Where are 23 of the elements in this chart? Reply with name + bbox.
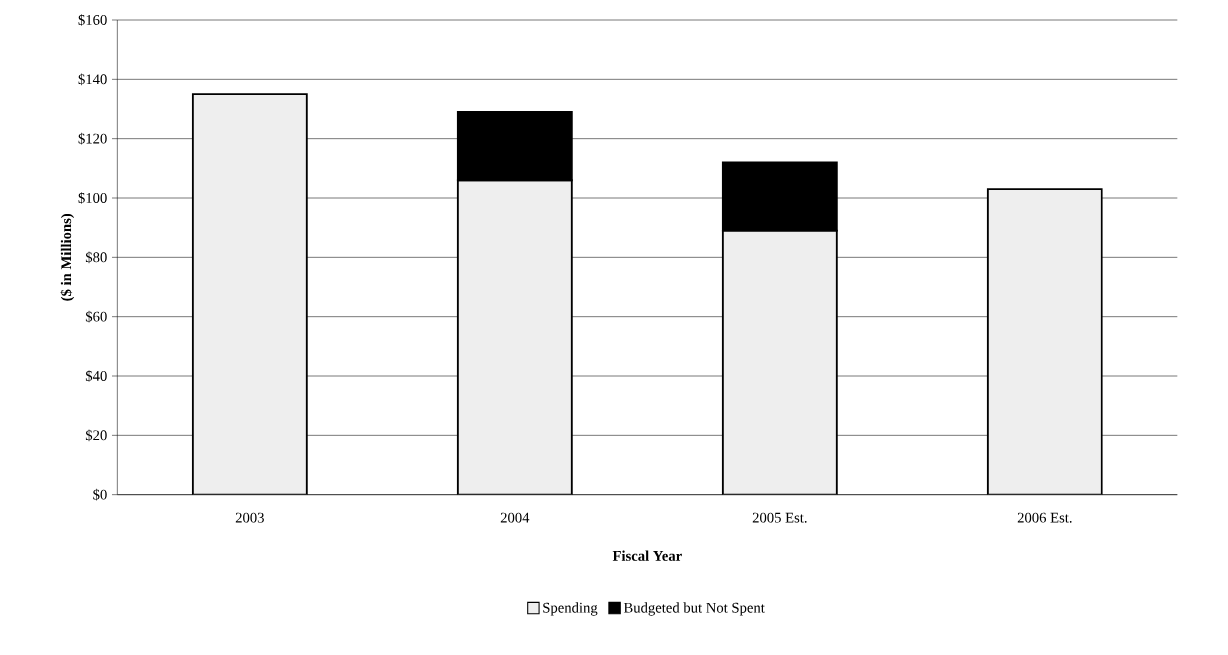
y-tick-label: $40 xyxy=(85,370,107,383)
y-tick-label: $20 xyxy=(85,429,107,442)
x-axis-title: Fiscal Year xyxy=(612,550,682,561)
bar xyxy=(986,188,1103,495)
y-axis-title: ($ in Millions) xyxy=(60,214,75,301)
bar xyxy=(191,93,308,495)
y-tick-label: $80 xyxy=(85,251,107,264)
x-tick-label: 2004 xyxy=(500,512,530,523)
y-tick-label: $0 xyxy=(93,488,107,501)
bar xyxy=(456,111,573,182)
x-tick-label: 2003 xyxy=(235,512,264,523)
y-tick-label: $120 xyxy=(78,132,107,145)
x-tick-label: 2006 Est. xyxy=(1017,512,1072,523)
bar xyxy=(721,161,838,232)
y-tick-label: $160 xyxy=(78,14,107,27)
y-tick-label: $60 xyxy=(85,310,107,323)
legend-label: Budgeted but Not Spent xyxy=(623,602,765,616)
bar xyxy=(721,229,838,495)
x-tick-label: 2005 Est. xyxy=(752,512,807,523)
bar xyxy=(456,179,573,495)
y-tick-label: $140 xyxy=(78,73,107,86)
legend-label: Spending xyxy=(543,602,598,616)
y-tick-label: $100 xyxy=(78,192,107,205)
